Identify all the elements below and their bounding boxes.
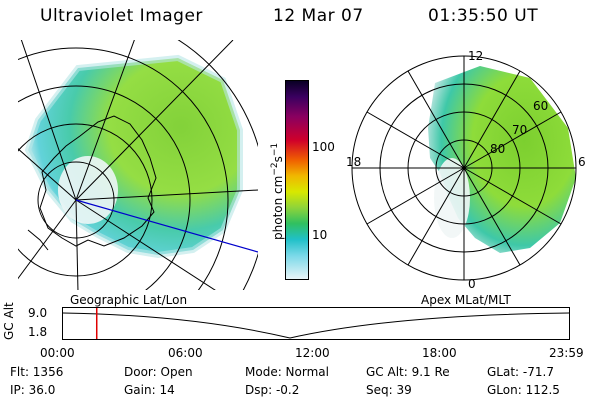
door-status: Door: Open xyxy=(124,365,193,379)
left-map-caption: Geographic Lat/Lon xyxy=(70,293,188,307)
colorbar-tick-100: 100 xyxy=(312,140,335,154)
mlat-label-60: 60 xyxy=(533,99,548,113)
mlat-label-80: 80 xyxy=(490,142,505,156)
coastline-fragment xyxy=(27,229,49,251)
geographic-latitude: GLat: -71.7 xyxy=(487,365,554,379)
magnetic-polar-map[interactable]: 60 70 80 12 18 6 0 xyxy=(340,48,590,292)
colorbar xyxy=(285,80,309,280)
time-label: 01:35:50 UT xyxy=(428,6,539,26)
gc-altitude: GC Alt: 9.1 Re xyxy=(366,365,450,379)
time-tick-0600: 06:00 xyxy=(168,346,203,360)
colorbar-tick-10: 10 xyxy=(312,228,328,242)
geographic-map[interactable] xyxy=(18,40,258,292)
geographic-longitude: GLon: 112.5 xyxy=(487,383,560,397)
noon-meridian-line xyxy=(75,199,258,253)
dsp-value: Dsp: -0.2 xyxy=(245,383,300,397)
sequence-number: Seq: 39 xyxy=(366,383,412,397)
colorbar-unit-label: photon cm−2s−1 xyxy=(270,142,285,240)
altitude-tick-high: 9.0 xyxy=(28,306,48,320)
time-tick-2359: 23:59 xyxy=(549,346,584,360)
gain-value: Gain: 14 xyxy=(124,383,175,397)
mode-value: Mode: Normal xyxy=(245,365,329,379)
mlt-label-right: 6 xyxy=(578,155,586,169)
altitude-curve xyxy=(62,312,570,339)
mlt-label-top: 12 xyxy=(468,49,483,63)
latitude-circles-left xyxy=(18,40,258,290)
coastline-left xyxy=(39,115,157,247)
mlt-label-left: 18 xyxy=(346,155,361,169)
time-tick-1800: 18:00 xyxy=(422,346,457,360)
polar-cap-right xyxy=(434,158,470,238)
altitude-tick-low: 1.8 xyxy=(28,325,48,339)
flight-number: Flt: 1356 xyxy=(10,365,64,379)
ip-value: IP: 36.0 xyxy=(10,383,56,397)
right-map-caption: Apex MLat/MLT xyxy=(421,293,511,307)
altitude-axis-label: GC Alt xyxy=(2,302,16,340)
instrument-title: Ultraviolet Imager xyxy=(40,6,203,26)
time-tick-0000: 00:00 xyxy=(40,346,75,360)
time-tick-1200: 12:00 xyxy=(295,346,330,360)
mlt-label-bottom: 0 xyxy=(468,277,476,291)
timeline-frame xyxy=(62,307,570,340)
date-label: 12 Mar 07 xyxy=(273,6,364,26)
mlt-meridians xyxy=(352,56,576,280)
mlat-label-70: 70 xyxy=(512,123,527,137)
altitude-timeline[interactable] xyxy=(62,307,572,343)
